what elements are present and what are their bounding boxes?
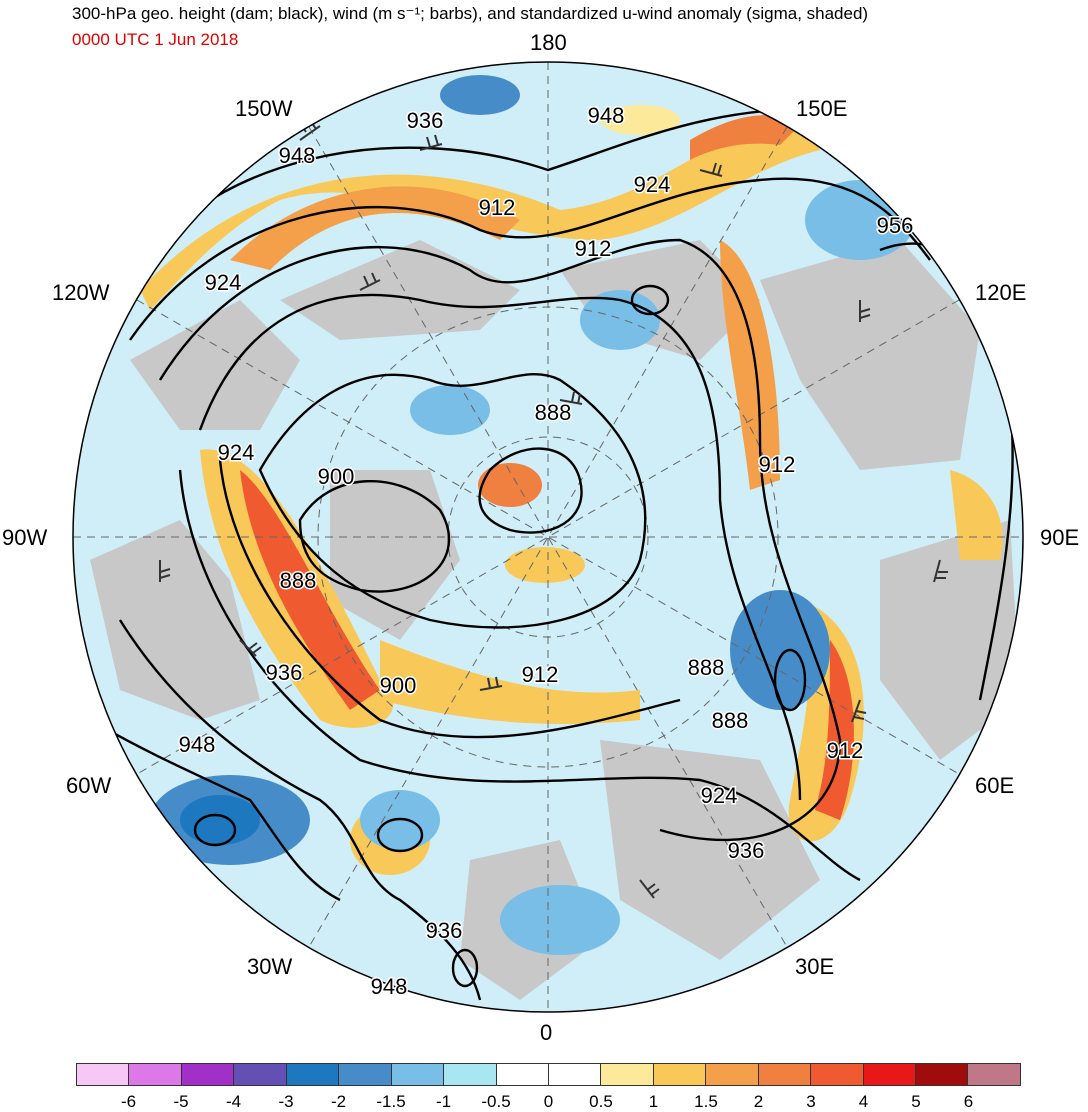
colorbar-tick-label: -1 [435,1092,452,1111]
contour-label-19: 948 [179,732,216,757]
colorbar-swatch [863,1064,916,1085]
lon-label-30e: 30E [795,954,835,979]
contour-label-10: 900 [318,464,355,489]
colorbar-tick-label: 4 [858,1092,869,1111]
lon-label-120e: 120E [975,280,1027,305]
lon-label-30w: 30W [247,954,293,979]
colorbar-swatch [706,1064,759,1085]
land-masses [90,240,1020,1000]
lon-label-60w: 60W [66,773,112,798]
lon-label-120w: 120W [52,280,110,305]
colorbar-tick-label: 1.5 [694,1092,718,1111]
colorbar-tick-label: -3 [278,1092,294,1111]
colorbar-swatch [339,1064,392,1085]
colorbar-swatch [444,1064,497,1085]
colorbar-tick-label: -5 [173,1092,189,1111]
colorbar-swatch [234,1064,287,1085]
map-border [72,61,1024,1013]
colorbar-swatch [758,1064,812,1085]
colorbar-swatch [548,1064,602,1085]
graticule [73,62,1023,1012]
polar-map: 936 948 948 924 912 924 912 956 888 924 … [72,61,1024,1013]
colorbar-swatch [181,1064,235,1085]
colorbar-tick-label: -4 [225,1092,242,1111]
contour-label-16: 888 [688,655,725,680]
colorbar-swatch [811,1064,864,1085]
contour-label-4: 912 [479,195,516,220]
colorbar-tick-label: 5 [911,1092,921,1111]
lon-label-60e: 60E [975,773,1015,798]
colorbar-tick-label: 0.5 [589,1092,613,1111]
colorbar-ticks: -6 -5 -4 -3 -2 -1.5 -1 -0.5 0 0.5 1 1.5 2 3 4 5 6 [0,1092,1088,1112]
contour-label-13: 936 [266,660,303,685]
colorbar-tick-label: 0 [543,1092,554,1111]
colorbar-swatch [653,1064,707,1085]
lon-label-150e: 150E [796,96,848,121]
colorbar-tick-label: -1.5 [376,1092,406,1111]
colorbar-swatch [601,1064,654,1085]
contour-label-18: 912 [827,738,864,763]
contour-label-1: 948 [279,143,316,168]
colorbar-swatch [77,1064,130,1085]
contour-label-17: 888 [712,708,749,733]
contour-label-14: 900 [380,673,417,698]
lon-label-150w: 150W [235,96,293,121]
valid-time: 0000 UTC 1 Jun 2018 [72,30,239,49]
contour-label-21: 936 [728,838,765,863]
contour-label-20: 924 [701,783,738,808]
colorbar-swatch [496,1064,549,1085]
contour-label-8: 888 [535,400,572,425]
colorbar-tick-label: 1 [648,1092,659,1111]
contour-label-0: 936 [407,108,444,133]
colorbar-tick-label: 6 [963,1092,974,1111]
colorbar-swatch [391,1064,445,1085]
lon-label-0: 0 [540,1020,553,1045]
map-title: 300-hPa geo. height (dam; black), wind (… [72,4,869,23]
colorbar-tick-label: -0.5 [481,1092,511,1111]
colorbar-tick-label: 3 [806,1092,816,1111]
colorbar-swatch [286,1064,340,1085]
contour-labels: 936 948 948 924 912 924 912 956 888 924 … [177,102,915,1001]
contour-label-3: 924 [205,270,242,295]
contour-label-15: 912 [522,662,559,687]
lon-label-180: 180 [530,30,567,55]
colorbar [76,1063,1021,1086]
lon-label-90w: 90W [2,525,48,550]
colorbar-swatch [129,1064,182,1085]
contour-label-9: 924 [218,440,255,465]
colorbar-tick-label: 2 [753,1092,764,1111]
colorbar-tick-label: -2 [330,1092,347,1111]
contour-label-12: 888 [280,568,317,593]
contour-label-6: 912 [575,236,612,261]
contour-label-5: 924 [634,172,671,197]
lon-label-90e: 90E [1040,525,1080,550]
contour-label-22: 936 [426,918,463,943]
colorbar-swatch [968,1064,1020,1085]
contour-label-7: 956 [877,213,914,238]
positive-anomalies [140,105,1003,875]
contour-label-11: 912 [759,452,796,477]
contour-label-23: 948 [371,974,408,999]
wind-barbs [159,119,948,899]
colorbar-tick-label: -6 [120,1092,137,1111]
colorbar-swatch [916,1064,969,1085]
contour-label-2: 948 [588,103,625,128]
